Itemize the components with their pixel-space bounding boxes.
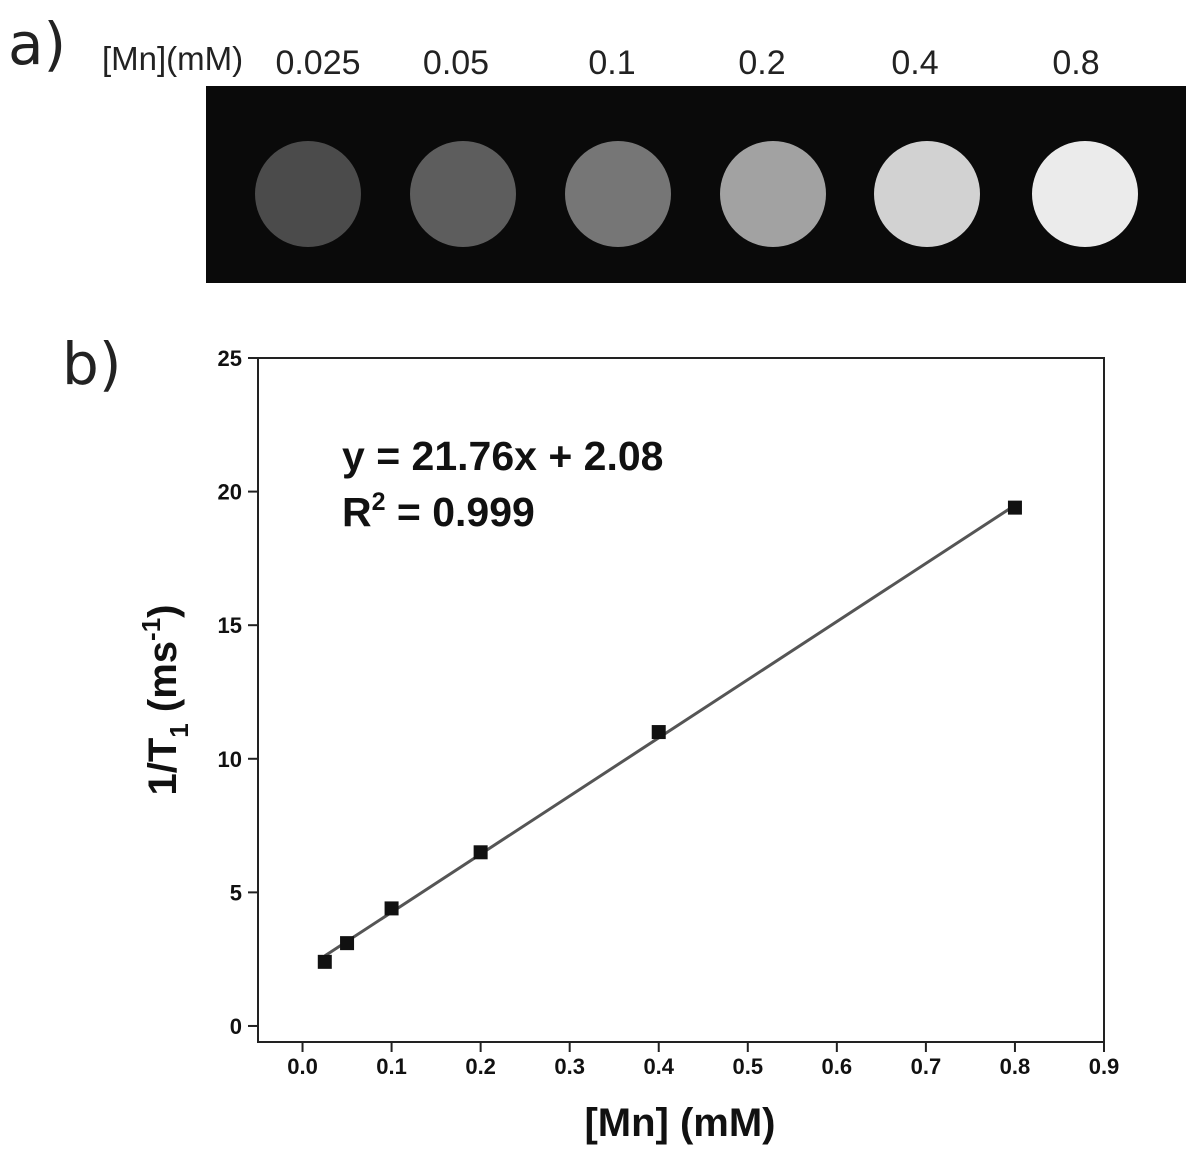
data-point: [651, 725, 666, 740]
y-tick-label: 0: [230, 1014, 242, 1039]
r-squared: R2 = 0.999: [342, 488, 535, 535]
y-tick-label: 5: [230, 880, 242, 905]
y-tick-label: 25: [218, 346, 242, 371]
phantom-well: [255, 141, 361, 247]
x-tick-label: 0.2: [465, 1054, 496, 1079]
y-tick-label: 10: [218, 747, 242, 772]
phantom-well: [1032, 141, 1138, 247]
panel-b-label: b): [62, 330, 122, 398]
y-axis-label: 1/T1 (ms-1): [136, 605, 194, 796]
fit-equation: y = 21.76x + 2.08: [342, 433, 663, 479]
data-markers: [317, 500, 1022, 969]
concentration-label: 0.025: [275, 44, 361, 82]
linear-fit-line: [323, 504, 1016, 958]
concentration-label: 0.4: [891, 44, 939, 82]
x-tick-label: 0.7: [911, 1054, 942, 1079]
data-point: [473, 845, 488, 860]
x-tick-label: 0.4: [643, 1054, 674, 1079]
data-point: [384, 901, 399, 916]
y-tick-label: 20: [218, 480, 242, 505]
x-tick-label: 0.8: [1000, 1054, 1031, 1079]
x-tick-label: 0.1: [376, 1054, 407, 1079]
mri-phantom-image: [206, 86, 1186, 283]
concentration-label: 0.8: [1052, 44, 1100, 82]
concentration-label: 0.2: [738, 44, 786, 82]
data-point: [340, 936, 355, 951]
data-point: [1007, 500, 1022, 515]
concentration-label: 0.1: [588, 44, 636, 82]
concentration-header: [Mn](mM): [102, 40, 244, 77]
x-tick-label: 0.5: [732, 1054, 763, 1079]
data-point: [317, 954, 332, 969]
panel-a-label: a): [8, 10, 67, 78]
x-axis-ticks: 0.0 0.1 0.2 0.3 0.4 0.5 0.6 0.7 0.8 0.9: [287, 1042, 1119, 1079]
phantom-well: [720, 141, 826, 247]
x-tick-label: 0.6: [822, 1054, 853, 1079]
phantom-well: [410, 141, 516, 247]
x-tick-label: 0.9: [1089, 1054, 1120, 1079]
plot-frame: [257, 357, 1105, 1043]
y-tick-label: 15: [218, 613, 242, 638]
x-tick-label: 0.3: [554, 1054, 585, 1079]
phantom-well: [874, 141, 980, 247]
x-axis-label: [Mn] (mM): [584, 1101, 775, 1145]
x-tick-label: 0.0: [287, 1054, 318, 1079]
concentration-label: 0.05: [422, 44, 490, 82]
phantom-well: [565, 141, 671, 247]
y-axis-ticks: 0 5 10 15 20 25: [218, 346, 258, 1039]
